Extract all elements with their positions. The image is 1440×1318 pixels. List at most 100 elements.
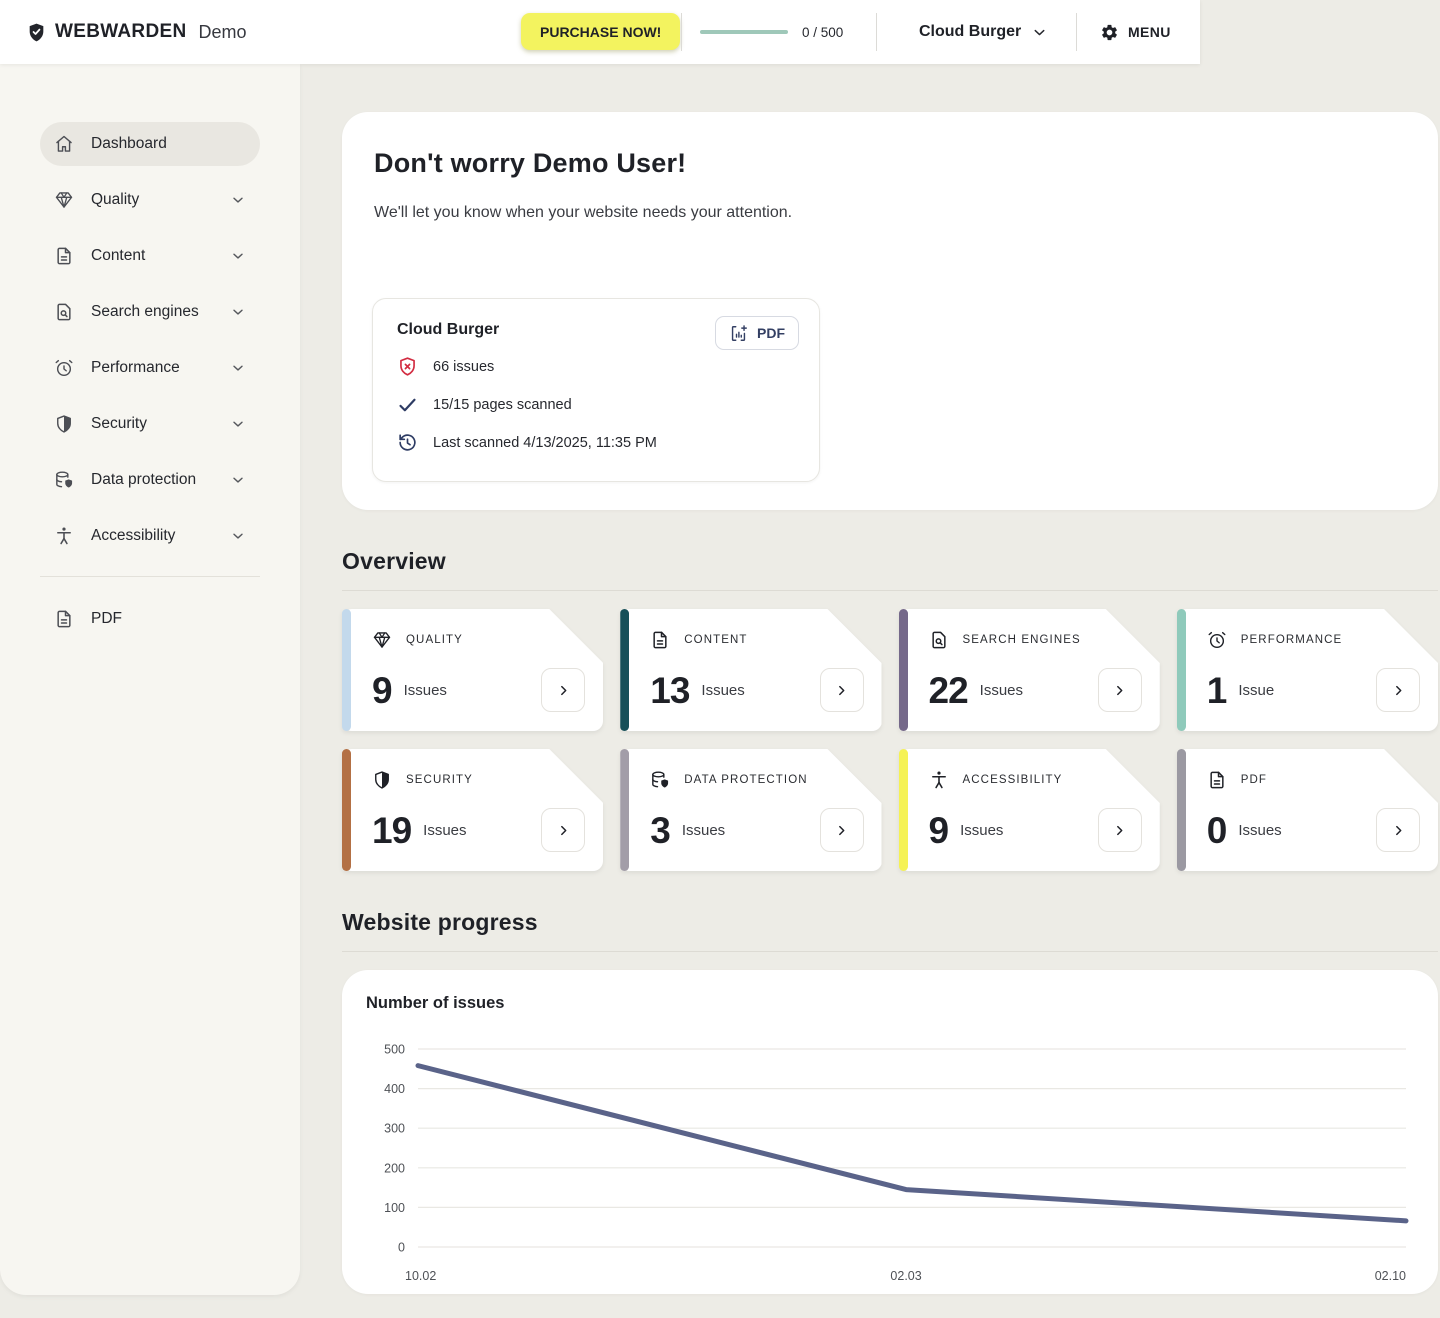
overview-card-content[interactable]: CONTENT 13 Issues (620, 609, 881, 731)
issue-count: 9 (372, 669, 392, 711)
svg-text:300: 300 (384, 1122, 405, 1136)
sidebar-item-dashboard[interactable]: Dashboard (40, 122, 260, 166)
overview-card-stats: 3 Issues (650, 808, 863, 852)
issue-unit-label: Issue (1238, 681, 1275, 699)
site-stat-text: 66 issues (433, 358, 495, 375)
issue-unit-label: Issues (979, 681, 1024, 699)
chevron-down-icon (230, 192, 246, 208)
issue-count: 1 (1206, 669, 1227, 711)
open-category-button[interactable] (820, 668, 864, 712)
sidebar-item-label: PDF (91, 609, 122, 627)
menu-button[interactable]: MENU (1100, 0, 1171, 64)
overview-card-wrap: PDF 0 Issues (1177, 749, 1438, 871)
category-color-stripe (342, 609, 351, 731)
overview-card-label: CONTENT (684, 634, 748, 646)
shield-check-logo-icon (26, 22, 47, 43)
sidebar-item-search-engines[interactable]: Search engines (40, 290, 260, 334)
open-category-button[interactable] (541, 668, 585, 712)
sidebar-item-quality[interactable]: Quality (40, 178, 260, 222)
overview-card-accessibility[interactable]: ACCESSIBILITY 9 Issues (899, 749, 1160, 871)
sidebar-item-label: Quality (91, 190, 140, 208)
issue-unit-label: Issues (1238, 821, 1282, 839)
open-category-button[interactable] (1098, 668, 1142, 712)
sidebar-item-pdf[interactable]: PDF (40, 597, 260, 641)
sidebar-item-content[interactable]: Content (40, 234, 260, 278)
chevron-down-icon (230, 416, 246, 432)
category-color-stripe (342, 749, 351, 871)
person-icon (54, 526, 74, 546)
main-content: Don't worry Demo User! We'll let you kno… (342, 112, 1438, 1294)
site-stat-row: 15/15 pages scanned (397, 394, 795, 415)
document-icon (54, 246, 74, 266)
database-shield-icon (650, 770, 670, 790)
issue-count: 0 (1206, 809, 1227, 851)
sidebar-item-security[interactable]: Security (40, 402, 260, 446)
overview-card-performance[interactable]: PERFORMANCE 1 Issue (1177, 609, 1438, 731)
quota-progress-bar (700, 30, 788, 34)
overview-card-header: PERFORMANCE (1207, 630, 1420, 650)
issue-count: 19 (372, 809, 412, 851)
site-stat-text: Last scanned 4/13/2025, 11:35 PM (433, 434, 657, 451)
overview-card-pdf[interactable]: PDF 0 Issues (1177, 749, 1438, 871)
header-divider (1076, 13, 1077, 51)
history-icon (397, 432, 418, 453)
overview-card-label: SEARCH ENGINES (962, 634, 1081, 646)
gear-icon (1100, 23, 1119, 42)
export-pdf-label: PDF (757, 325, 785, 341)
export-pdf-button[interactable]: PDF (715, 316, 799, 350)
purchase-now-button[interactable]: PURCHASE NOW! (521, 13, 681, 50)
overview-card-security[interactable]: SECURITY 19 Issues (342, 749, 603, 871)
website-progress-title: Website progress (342, 909, 538, 935)
overview-card-label: PERFORMANCE (1240, 634, 1343, 646)
overview-card-stats: 13 Issues (650, 668, 863, 712)
issue-count: 9 (928, 809, 949, 851)
person-icon (929, 770, 949, 790)
document-search-icon (929, 630, 949, 650)
overview-card-label: DATA PROTECTION (684, 774, 808, 786)
open-category-button[interactable] (1376, 808, 1420, 852)
open-category-button[interactable] (541, 808, 585, 852)
chevron-right-icon (1391, 823, 1406, 838)
svg-text:200: 200 (384, 1161, 405, 1175)
sidebar-item-label: Search engines (91, 302, 199, 320)
site-summary-card: Cloud Burger PDF 66 issues 15/15 pages sc… (372, 298, 820, 482)
svg-text:10.02: 10.02 (405, 1269, 436, 1283)
category-color-stripe (620, 749, 629, 871)
chevron-down-icon (230, 472, 246, 488)
overview-card-quality[interactable]: QUALITY 9 Issues (342, 609, 603, 731)
quota-text: 0 / 500 (802, 24, 844, 40)
issue-unit-label: Issues (423, 821, 467, 839)
overview-card-header: DATA PROTECTION (650, 770, 863, 790)
category-color-stripe (899, 749, 908, 871)
site-selector-dropdown[interactable]: Cloud Burger (919, 0, 1048, 64)
category-color-stripe (620, 609, 629, 731)
overview-card-label: SECURITY (406, 774, 473, 786)
gem-icon (54, 190, 74, 210)
overview-card-wrap: ACCESSIBILITY 9 Issues (899, 749, 1160, 871)
document-icon (54, 609, 74, 629)
site-summary-rows: 66 issues 15/15 pages scanned Last scanned… (397, 356, 795, 453)
sidebar-item-label: Data protection (91, 470, 197, 488)
overview-card-data-protection[interactable]: DATA PROTECTION 3 Issues (620, 749, 881, 871)
issue-unit-label: Issues (403, 681, 447, 699)
chevron-right-icon (1112, 683, 1127, 698)
category-color-stripe (899, 609, 908, 731)
site-stat-row: 66 issues (397, 356, 795, 377)
issues-chart-card: Number of issues 0 100 200 300 400 500 10.02 02… (342, 970, 1438, 1294)
open-category-button[interactable] (820, 808, 864, 852)
svg-text:0: 0 (398, 1241, 405, 1255)
sidebar-item-performance[interactable]: Performance (40, 346, 260, 390)
website-progress-divider (342, 951, 1438, 952)
svg-text:02.03: 02.03 (890, 1269, 921, 1283)
overview-card-wrap: SEARCH ENGINES 22 Issues (899, 609, 1160, 731)
open-category-button[interactable] (1376, 668, 1420, 712)
open-category-button[interactable] (1098, 808, 1142, 852)
document-icon (650, 630, 670, 650)
overview-card-label: QUALITY (406, 634, 463, 646)
gem-icon (372, 630, 392, 650)
overview-card-search-engines[interactable]: SEARCH ENGINES 22 Issues (899, 609, 1160, 731)
chevron-right-icon (1112, 823, 1127, 838)
sidebar-item-accessibility[interactable]: Accessibility (40, 514, 260, 558)
chevron-down-icon (230, 248, 246, 264)
sidebar-item-data-protection[interactable]: Data protection (40, 458, 260, 502)
